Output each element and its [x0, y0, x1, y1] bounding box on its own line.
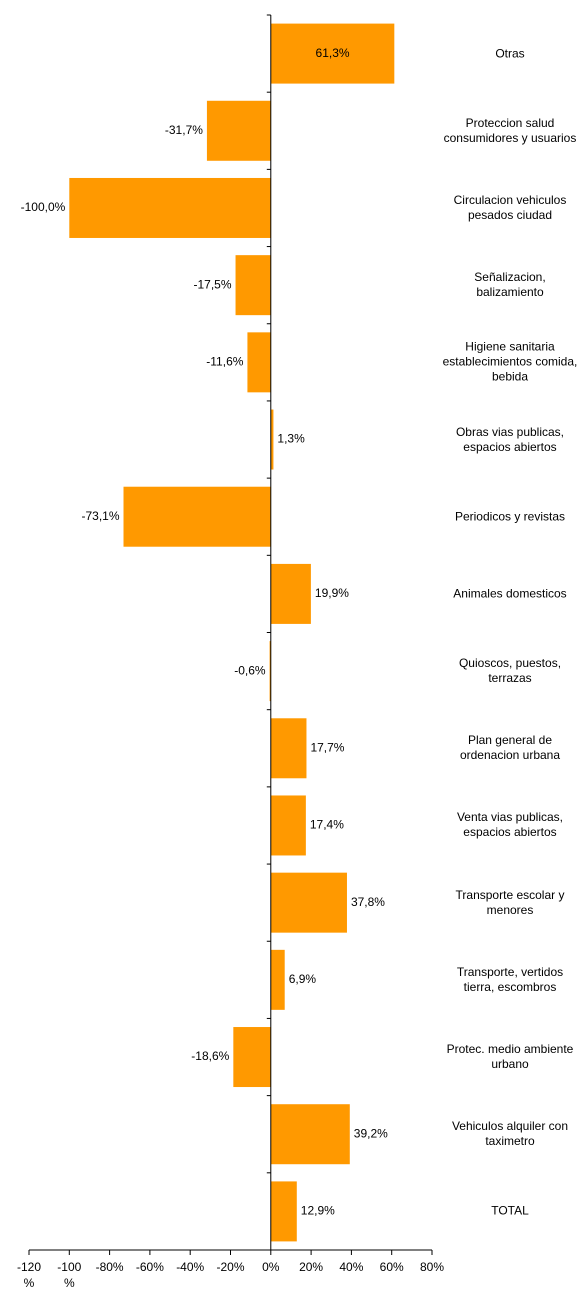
data-label: -31,7% — [165, 123, 203, 137]
bar — [270, 718, 307, 779]
x-tick-label: -100% — [57, 1260, 81, 1290]
bar — [270, 1104, 350, 1165]
bar — [270, 949, 285, 1010]
category-label: Higiene sanitaria establecimientos comid… — [442, 339, 578, 384]
bar — [233, 1027, 271, 1088]
bar — [270, 23, 395, 84]
bar — [69, 177, 271, 238]
bar — [270, 409, 274, 470]
data-label: 1,3% — [277, 432, 305, 446]
x-tick-label: 20% — [299, 1260, 323, 1274]
category-label: Proteccion salud consumidores y usuarios — [443, 115, 577, 145]
x-tick-label: -40% — [176, 1260, 204, 1274]
category-label: Transporte, vertidos tierra, escombros — [456, 964, 564, 994]
bar — [270, 872, 347, 933]
category-label: Periodicos y revistas — [454, 509, 566, 524]
bar — [270, 1181, 297, 1242]
data-label: 17,7% — [310, 740, 344, 754]
x-tick-label: -60% — [136, 1260, 164, 1274]
x-tick-label: 60% — [380, 1260, 404, 1274]
category-label: Plan general de ordenacion urbana — [459, 733, 561, 763]
category-label: Señalizacion, balizamiento — [474, 270, 546, 300]
data-label: 39,2% — [354, 1126, 388, 1140]
data-label: 12,9% — [301, 1204, 335, 1218]
data-label: -17,5% — [194, 277, 232, 291]
bar — [206, 100, 271, 161]
category-label: Circulacion vehiculos pesados ciudad — [453, 192, 567, 222]
category-label: TOTAL — [491, 1203, 529, 1218]
x-tick-label: 40% — [339, 1260, 363, 1274]
category-label: Animales domesticos — [453, 586, 567, 601]
data-label: -11,6% — [206, 355, 243, 369]
x-tick-label: -20% — [216, 1260, 244, 1274]
bar — [123, 486, 271, 547]
category-label: Protec. medio ambiente urbano — [446, 1042, 574, 1072]
bar — [270, 563, 311, 624]
category-label: Otras — [495, 46, 525, 61]
x-tick-label: 80% — [420, 1260, 444, 1274]
x-tick-label: -120% — [17, 1260, 41, 1290]
data-label: -73,1% — [81, 509, 119, 523]
data-label: 37,8% — [351, 895, 385, 909]
data-label: 19,9% — [315, 586, 349, 600]
data-label: -100,0% — [21, 200, 66, 214]
data-label: 61,3% — [316, 46, 350, 60]
bar — [269, 641, 271, 702]
data-label: 6,9% — [289, 972, 317, 986]
data-label: -0,6% — [234, 663, 266, 677]
category-label: Obras vias publicas, espacios abiertos — [455, 424, 565, 454]
bar — [270, 795, 306, 856]
x-tick-label: -80% — [96, 1260, 124, 1274]
x-tick-label: 0% — [262, 1260, 280, 1274]
category-label: Quioscos, puestos, terrazas — [458, 656, 562, 686]
category-label: Transporte escolar y menores — [455, 887, 565, 917]
category-label: Venta vias publicas, espacios abiertos — [456, 810, 564, 840]
bar — [235, 255, 271, 316]
category-label: Vehiculos alquiler con taximetro — [451, 1119, 569, 1149]
data-label: 17,4% — [310, 818, 344, 832]
bar — [247, 332, 271, 393]
data-label: -18,6% — [191, 1049, 229, 1063]
